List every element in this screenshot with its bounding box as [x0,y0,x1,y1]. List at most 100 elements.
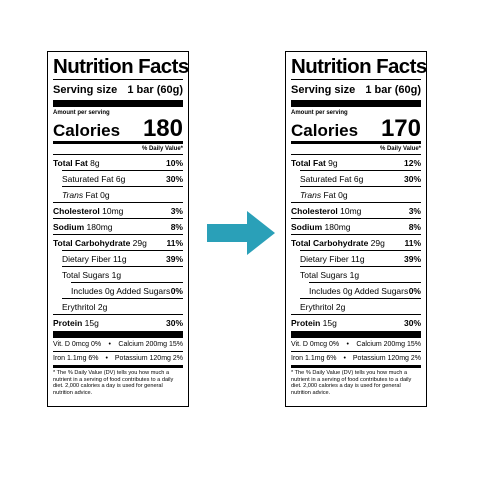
nutrient-amount: 2g [335,301,346,312]
nutrient-name: Cholesterol [53,205,100,216]
total-carbohydrate-row: Total Carbohydrate 29g 11% [53,234,183,250]
serving-size: Serving size 1 bar (60g) [291,83,421,97]
nutrient-name: Total Fat [291,157,326,168]
nutrient-dv: 10% [165,157,183,168]
calories-value: 170 [380,115,421,142]
nutrient-name: Total Carbohydrate [291,237,369,248]
nutrient-amount: 10mg [340,205,362,216]
nutrient-name: Erythritol [300,301,334,312]
footnote: * The % Daily Value (DV) tells you how m… [53,370,174,396]
dietary-fiber-row: Dietary Fiber 11g 39% [300,250,421,266]
nutrient-name: Dietary Fiber [300,253,349,264]
total-sugars-row: Total Sugars 1g [300,266,421,282]
saturated-fat-row: Saturated Fat 6g 30% [62,170,183,186]
bullet: • [346,341,349,348]
nutrient-dv: 11% [166,237,183,248]
nutrient-name: Dietary Fiber [62,253,111,264]
sodium-row: Sodium 180mg 8% [291,218,421,234]
daily-value-header: % Daily Value* [141,146,183,152]
added-sugars-row: Includes 0g Added Sugars 0% [309,282,421,298]
nutrient-name: Saturated Fat [62,173,114,184]
nutrient-amount: 29g [370,237,385,248]
nutrient-name: Includes 0g Added Sugars [71,285,171,296]
nutrient-name: Saturated Fat [300,173,352,184]
nutrient-dv: 39% [403,253,421,264]
nutrient-dv: 0% [408,285,421,296]
serving-label: Serving size [291,84,356,96]
trans-fat-row: Trans Fat 0g [62,186,183,202]
vitamins-row-1: Vit. D 0mcg 0% • Calcium 200mg 15% [53,338,183,351]
nutrient-amount: 8g [90,157,100,168]
nutrient-amount: Fat 0g [85,189,110,200]
nutrient-name: Erythritol [62,301,96,312]
calories-label: Calories [291,121,359,140]
bullet: • [343,355,346,362]
nutrient-dv: 30% [403,318,421,328]
nutrient-dv: 30% [403,173,421,184]
serving-value: 1 bar (60g) [365,84,421,96]
serving-label: Serving size [53,84,118,96]
medium-divider [53,141,183,144]
nutrient-dv: 30% [165,318,183,328]
calcium: Calcium 200mg 15% [118,341,183,348]
nutrient-dv: 8% [170,221,183,232]
thick-divider [291,100,421,107]
total-sugars-row: Total Sugars 1g [62,266,183,282]
total-fat-row: Total Fat 9g 12% [291,154,421,170]
amount-per-serving: Amount per serving [53,110,110,116]
calories-value: 180 [142,115,183,142]
saturated-fat-row: Saturated Fat 6g 30% [300,170,421,186]
serving-size: Serving size 1 bar (60g) [53,83,183,97]
nutrient-amount: 11g [113,253,127,264]
divider [291,79,421,80]
nutrient-name: Sodium [53,221,85,232]
nutrient-amount: Fat 0g [323,189,348,200]
nutrient-amount: 180mg [324,221,351,232]
nutrient-amount: 1g [349,269,360,280]
nutrient-name: Total Sugars [300,269,348,280]
nutrient-dv: 11% [404,237,421,248]
cholesterol-row: Cholesterol 10mg 3% [291,202,421,218]
total-fat-row: Total Fat 8g 10% [53,154,183,170]
iron: Iron 1.1mg 6% [291,355,337,362]
dietary-fiber-row: Dietary Fiber 11g 39% [62,250,183,266]
protein-row: Protein 15g 30% [53,314,183,331]
nutrient-dv: 30% [165,173,183,184]
daily-value-header: % Daily Value* [379,146,421,152]
nutrient-amount: 180mg [86,221,113,232]
nutrient-name: Total Fat [53,157,88,168]
nutrient-dv: 0% [170,285,183,296]
erythritol-row: Erythritol 2g [62,298,183,314]
vitamins-row-2: Iron 1.1mg 6% • Potassium 120mg 2% [291,351,421,365]
serving-value: 1 bar (60g) [127,84,183,96]
nutrient-name: Trans [300,189,322,200]
erythritol-row: Erythritol 2g [300,298,421,314]
nutrient-dv: 3% [408,205,421,216]
nutrient-name: Sodium [291,221,323,232]
nutrient-name: Total Carbohydrate [53,237,131,248]
nutrient-amount: 29g [132,237,147,248]
label-title: Nutrition Facts [53,55,189,78]
potassium: Potassium 120mg 2% [352,355,421,362]
nutrient-amount: 10mg [102,205,124,216]
arrow-shape [207,211,275,255]
vitamins-row-2: Iron 1.1mg 6% • Potassium 120mg 2% [53,351,183,365]
total-carbohydrate-row: Total Carbohydrate 29g 11% [291,234,421,250]
trans-fat-row: Trans Fat 0g [300,186,421,202]
nutrient-name: Protein [53,318,83,328]
medium-divider [291,365,421,368]
nutrient-name: Trans [62,189,84,200]
sodium-row: Sodium 180mg 8% [53,218,183,234]
calcium: Calcium 200mg 15% [356,341,421,348]
divider [53,79,183,80]
footnote: * The % Daily Value (DV) tells you how m… [291,370,412,396]
nutrient-amount: 15g [322,318,337,328]
bullet: • [105,355,108,362]
nutrient-name: Includes 0g Added Sugars [309,285,409,296]
cholesterol-row: Cholesterol 10mg 3% [53,202,183,218]
added-sugars-row: Includes 0g Added Sugars 0% [71,282,183,298]
vitamin-d: Vit. D 0mcg 0% [291,341,340,348]
nutrient-amount: 11g [351,253,365,264]
nutrient-name: Cholesterol [291,205,338,216]
nutrition-label-after: Nutrition Facts Serving size 1 bar (60g)… [285,51,427,407]
